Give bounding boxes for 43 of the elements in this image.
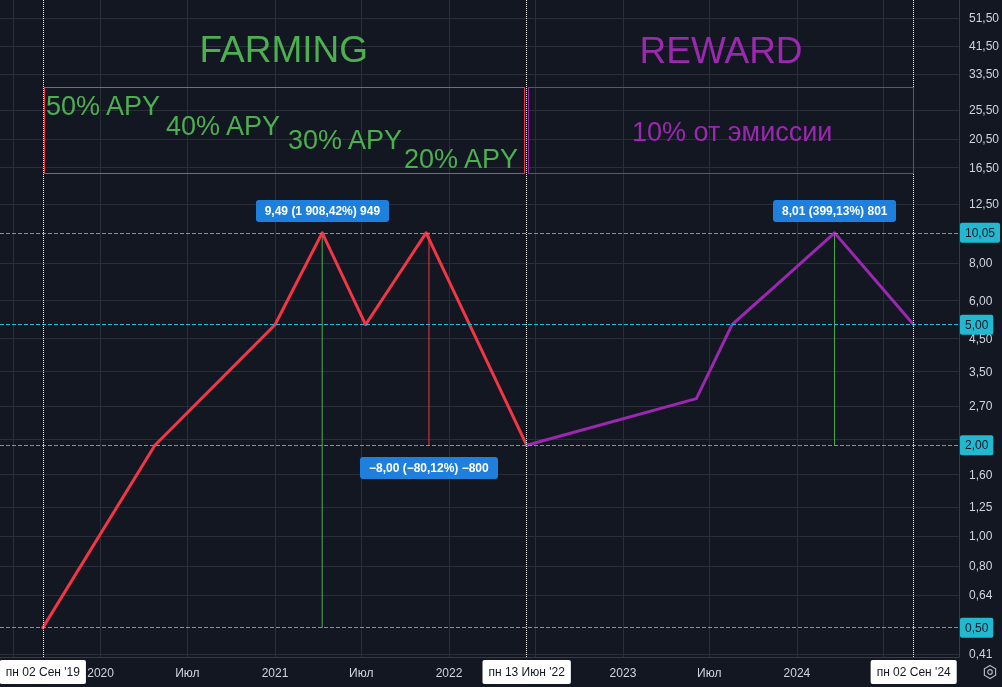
y-tick-label: 1,25 [968,500,993,515]
annotation: FARMING [199,28,369,70]
x-tick-label: 2022 [435,666,463,680]
y-tick-label: 0,64 [968,588,993,603]
y-tick-label: 2,70 [968,398,993,413]
annotation: 40% APY [166,110,281,141]
ref-line-label: 5,00 [964,317,989,332]
y-tick-label: 33,50 [968,67,1000,82]
annotation: −8,00 (−80,12%) −800 [359,457,498,480]
ref-line-label: пн 13 Июн '22 [488,665,566,679]
annotation: 10% от эмиссии [632,116,833,147]
x-tick-label: 2021 [261,666,289,680]
y-tick-label: 1,60 [968,467,993,482]
annotation: 8,01 (399,13%) 801 [773,199,897,222]
ref-line-label: 2,00 [964,438,989,453]
x-tick-label: 2020 [87,666,115,680]
y-tick-label: 25,50 [968,103,1000,118]
y-tick-label: 12,50 [968,197,1000,212]
x-tick-label: Июл [175,666,200,680]
ref-line-label: 10,05 [964,225,996,240]
y-tick-label: 0,41 [968,646,993,661]
annotation: 30% APY [288,124,403,155]
y-tick-label: 51,50 [968,10,1000,25]
y-tick-label: 6,00 [968,293,993,308]
y-tick-label: 16,50 [968,160,1000,175]
y-tick-label: 0,80 [968,558,993,573]
y-tick-label: 20,50 [968,132,1000,147]
ref-line-label: пн 02 Сен '19 [5,665,81,679]
annotation: 9,49 (1 908,42%) 949 [255,199,390,222]
y-tick-label: 4,50 [968,331,993,346]
x-tick-label: Июл [349,666,374,680]
ref-line-label: 0,50 [964,620,989,635]
ref-line-label: пн 02 Сен '24 [876,665,952,679]
x-tick-label: Июл [697,666,722,680]
y-tick-label: 8,00 [968,255,993,270]
annotation: REWARD [639,29,803,71]
annotation: 20% APY [404,143,519,174]
annotation: 50% APY [46,90,161,121]
y-tick-label: 1,00 [968,529,993,544]
y-tick-label: 3,50 [968,364,993,379]
x-tick-label: 2024 [783,666,811,680]
y-tick-label: 41,50 [968,39,1000,54]
x-tick-label: 2023 [609,666,637,680]
